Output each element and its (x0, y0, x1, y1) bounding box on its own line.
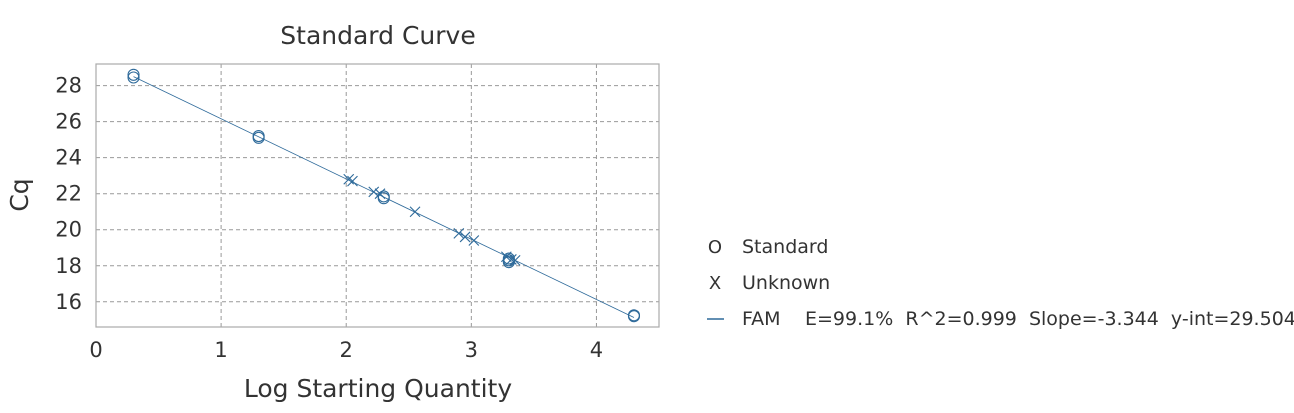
unknown-point-stroke (374, 188, 386, 200)
y-tick-label: 18 (55, 254, 82, 278)
y-axis-label: Cq (5, 178, 34, 211)
unknown-point (343, 173, 355, 185)
x-tick-label: 0 (89, 338, 102, 362)
legend: O Standard X Unknown FAM E=99.1% R^2=0.9… (707, 236, 1294, 330)
standard-marker-icon: O (708, 237, 722, 258)
legend-item-unknown: X Unknown (709, 272, 830, 294)
y-tick-label: 22 (55, 182, 82, 206)
plot-area-frame (95, 63, 660, 328)
unknown-point-stroke (468, 235, 480, 246)
unknown-point-stroke (453, 227, 465, 239)
chart-title: Standard Curve (280, 21, 475, 50)
y-tick-label: 16 (55, 290, 82, 314)
x-tick-label: 1 (214, 338, 227, 362)
unknown-point (374, 188, 386, 200)
y-tick-label: 20 (55, 218, 82, 242)
legend-item-standard: O Standard (708, 236, 829, 258)
x-axis-label: Log Starting Quantity (244, 374, 513, 403)
unknown-point (500, 251, 512, 263)
x-tick-label: 2 (340, 338, 353, 362)
unknown-point-stroke (368, 186, 380, 198)
y-tick-label: 24 (55, 146, 82, 170)
unknown-marker-icon: X (709, 273, 721, 294)
unknown-point-stroke (505, 254, 517, 265)
legend-label-fit: FAM (742, 308, 781, 330)
unknown-point (505, 254, 517, 265)
unknown-point-stroke (500, 251, 512, 263)
standard-point (127, 68, 140, 81)
standard-point (127, 71, 140, 84)
x-tick-label: 3 (465, 338, 478, 362)
legend-item-fit: FAM E=99.1% R^2=0.999 Slope=-3.344 y-int… (707, 308, 1294, 330)
unknown-point-stroke (459, 231, 471, 243)
y-axis-ticks: 16 18 20 22 24 26 28 (55, 74, 82, 314)
standard-point (377, 192, 390, 205)
legend-label-unknown: Unknown (742, 272, 830, 294)
unknown-point (368, 186, 380, 198)
x-axis-ticks: 0 1 2 3 4 (89, 338, 603, 362)
standard-point (627, 310, 641, 323)
standard-point (252, 131, 265, 144)
unknown-point-stroke (343, 173, 355, 185)
legend-label-standard: Standard (742, 236, 828, 258)
unknown-point (347, 175, 358, 187)
unknown-point-stroke (409, 206, 421, 218)
unknown-point (453, 227, 465, 239)
unknown-point (468, 235, 480, 246)
data-points (127, 68, 641, 323)
legend-fit-stats: E=99.1% R^2=0.999 Slope=-3.344 y-int=29.… (805, 308, 1294, 330)
x-tick-label: 4 (590, 338, 603, 362)
y-tick-label: 26 (55, 110, 82, 134)
y-tick-label: 28 (55, 74, 82, 98)
unknown-point (509, 254, 521, 266)
unknown-point-stroke (509, 254, 521, 266)
unknown-point (409, 206, 421, 218)
unknown-point (459, 231, 471, 243)
unknown-point-stroke (347, 175, 358, 187)
